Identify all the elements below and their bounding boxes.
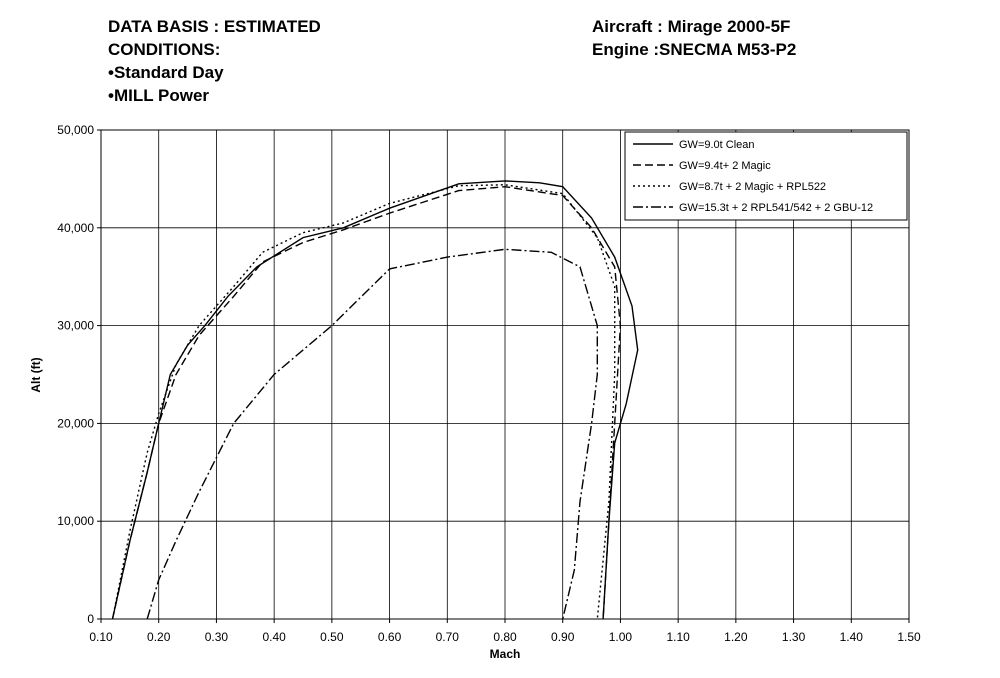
- series-line: [111, 180, 639, 620]
- legend-label: GW=9.0t Clean: [679, 139, 755, 151]
- x-tick-label: 0.60: [378, 630, 402, 644]
- header-text: DATA BASIS : ESTIMATED: [108, 17, 321, 36]
- series-line: [111, 184, 616, 620]
- header-text: •Standard Day: [108, 63, 224, 82]
- y-tick-label: 40,000: [57, 221, 94, 235]
- x-tick-label: 0.70: [436, 630, 460, 644]
- legend-label: GW=9.4t+ 2 Magic: [679, 160, 771, 172]
- y-tick-label: 10,000: [57, 514, 94, 528]
- x-tick-label: 1.10: [666, 630, 690, 644]
- header-text: Aircraft : Mirage 2000-5F: [592, 17, 790, 36]
- x-tick-label: 0.40: [262, 630, 286, 644]
- y-tick-label: 20,000: [57, 416, 94, 430]
- y-axis-title: Alt (ft): [29, 357, 43, 392]
- header-text: •MILL Power: [108, 86, 209, 105]
- x-tick-label: 0.50: [320, 630, 344, 644]
- x-tick-label: 0.80: [493, 630, 517, 644]
- x-tick-label: 1.50: [897, 630, 921, 644]
- x-tick-label: 0.30: [205, 630, 229, 644]
- series-line: [111, 185, 622, 620]
- legend-box: [624, 131, 908, 221]
- series-line: [146, 248, 598, 620]
- x-tick-label: 0.20: [147, 630, 171, 644]
- header: DATA BASIS : ESTIMATED CONDITIONS: •Stan…: [108, 17, 796, 105]
- x-tick-label: 0.90: [551, 630, 575, 644]
- x-tick-label: 1.30: [782, 630, 806, 644]
- x-tick-label: 0.10: [89, 630, 113, 644]
- header-text: Engine :SNECMA M53-P2: [592, 40, 796, 59]
- x-axis-title: Mach: [490, 647, 521, 661]
- y-tick-label: 30,000: [57, 319, 94, 333]
- x-tick-label: 1.40: [840, 630, 864, 644]
- x-tick-label: 1.00: [609, 630, 633, 644]
- legend-label: GW=15.3t + 2 RPL541/542 + 2 GBU-12: [679, 202, 873, 214]
- y-tick-label: 50,000: [57, 123, 94, 137]
- legend-label: GW=8.7t + 2 Magic + RPL522: [679, 181, 826, 193]
- header-text: CONDITIONS:: [108, 40, 220, 59]
- x-tick-label: 1.20: [724, 630, 748, 644]
- y-tick-label: 0: [87, 612, 94, 626]
